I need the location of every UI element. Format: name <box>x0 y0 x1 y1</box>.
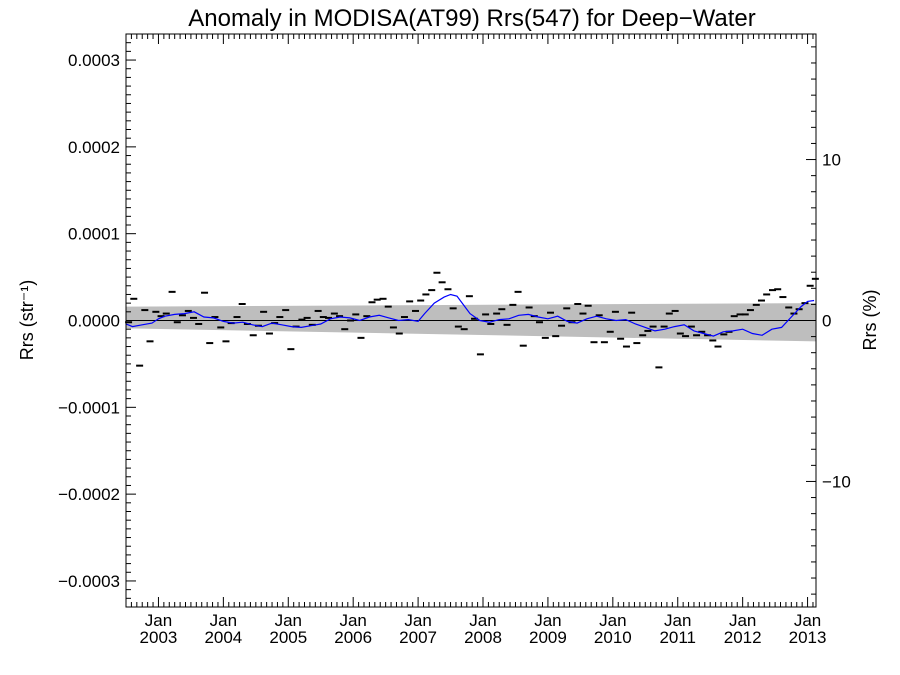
x-tick-year: 2012 <box>724 628 762 647</box>
x-tick-year: 2006 <box>334 628 372 647</box>
x-tick-year: 2007 <box>399 628 437 647</box>
y-tick-label: −0.0002 <box>58 485 120 504</box>
x-tick-year: 2010 <box>594 628 632 647</box>
right-tick-label: 0 <box>822 312 831 331</box>
x-tick-month: Jan <box>339 611 366 630</box>
x-tick-year: 2009 <box>529 628 567 647</box>
x-tick-month: Jan <box>599 611 626 630</box>
x-tick-month: Jan <box>275 611 302 630</box>
x-tick-month: Jan <box>469 611 496 630</box>
x-tick-month: Jan <box>729 611 756 630</box>
x-tick-year: 2004 <box>204 628 242 647</box>
y-tick-label: 0.0000 <box>68 312 120 331</box>
right-tick-label: 10 <box>822 151 841 170</box>
x-tick-month: Jan <box>210 611 237 630</box>
right-tick-label: −10 <box>822 472 851 491</box>
running-mean-line <box>125 293 815 337</box>
x-tick-month: Jan <box>534 611 561 630</box>
chart-title: Anomaly in MODISA(AT99) Rrs(547) for Dee… <box>188 5 756 32</box>
left-axis: 0.0003 0.0002 0.0001 0.0000 −0.0001 −0.0002 −0… <box>58 42 136 608</box>
y-axis-label-left: Rrs (str⁻¹) <box>17 280 37 360</box>
x-tick-year: 2013 <box>789 628 827 647</box>
y-tick-label: −0.0001 <box>58 398 120 417</box>
y-tick-label: 0.0001 <box>68 225 120 244</box>
x-tick-year: 2005 <box>269 628 307 647</box>
x-tick-month: Jan <box>145 611 172 630</box>
x-tick-year: 2011 <box>659 628 696 647</box>
monthly-anomaly-markers <box>125 271 819 369</box>
y-tick-label: 0.0003 <box>68 51 120 70</box>
x-tick-year: 2003 <box>140 628 178 647</box>
x-tick-month: Jan <box>404 611 431 630</box>
plot-area <box>125 271 819 369</box>
x-tick-month: Jan <box>664 611 691 630</box>
right-axis: 10 0 −10 <box>806 46 851 595</box>
y-tick-label: 0.0002 <box>68 138 120 157</box>
x-tick-year: 2008 <box>464 628 502 647</box>
y-axis-label-right: Rrs (%) <box>860 290 880 351</box>
uncertainty-band <box>126 303 816 342</box>
bottom-axis: Jan2003Jan2004Jan2005Jan2006Jan2007Jan20… <box>125 34 827 647</box>
x-tick-month: Jan <box>794 611 821 630</box>
y-tick-label: −0.0003 <box>58 572 120 591</box>
